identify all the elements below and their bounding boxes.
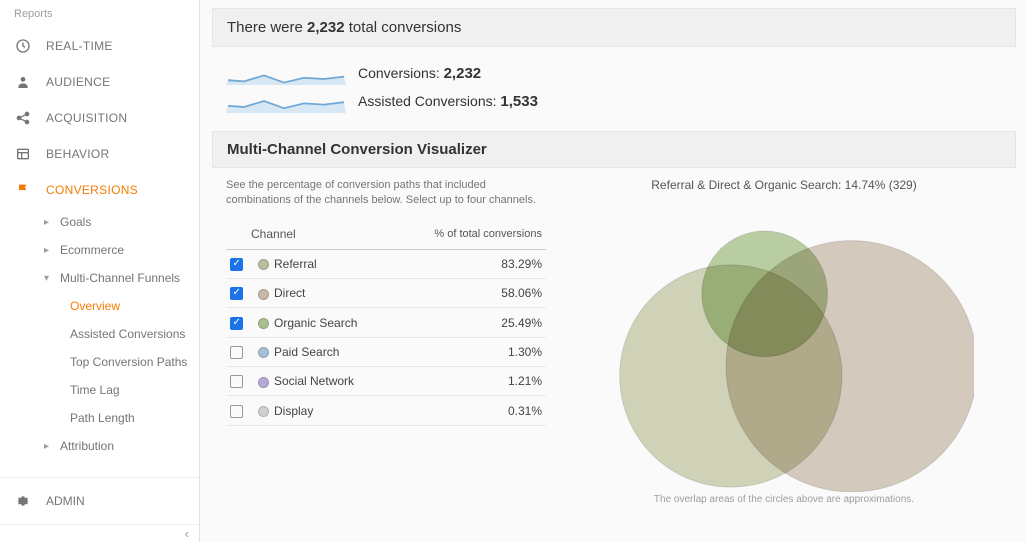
metric-assisted: Assisted Conversions: 1,533	[226, 89, 1002, 113]
venn-footnote: The overlap areas of the circles above a…	[566, 494, 1002, 505]
channel-pct: 83.29%	[396, 249, 546, 278]
visualizer-description: See the percentage of conversion paths t…	[226, 178, 546, 209]
gear-icon	[14, 492, 32, 510]
layout-icon	[14, 145, 32, 163]
mcf-path-length[interactable]: Path Length	[60, 404, 199, 432]
channel-swatch	[258, 318, 269, 329]
mcf-time-lag[interactable]: Time Lag	[60, 376, 199, 404]
channel-table: Channel % of total conversions Referral 8…	[226, 221, 546, 426]
mcf-assisted[interactable]: Assisted Conversions	[60, 320, 199, 348]
channel-pct: 1.21%	[396, 367, 546, 396]
headline-count: 2,232	[307, 19, 345, 36]
flag-icon	[14, 181, 32, 199]
sidebar-item-acquisition[interactable]: ACQUISITION	[0, 100, 199, 136]
sub-goals[interactable]: ▸ Goals	[26, 208, 199, 236]
channel-swatch	[258, 259, 269, 270]
headline-prefix: There were	[227, 19, 307, 36]
sidebar-collapse[interactable]: ‹	[0, 524, 199, 542]
channel-pct: 0.31%	[396, 396, 546, 425]
visualizer-body: See the percentage of conversion paths t…	[212, 168, 1016, 505]
sidebar-item-realtime[interactable]: REAL-TIME	[0, 28, 199, 64]
sidebar-admin[interactable]: ADMIN	[0, 477, 199, 524]
sub-item-label: Goals	[60, 215, 91, 229]
col-channel: Channel	[247, 221, 396, 250]
clock-icon	[14, 37, 32, 55]
sub-mcf[interactable]: ▾ Multi-Channel Funnels	[26, 264, 199, 292]
channel-name: Social Network	[274, 374, 354, 388]
channel-row: Display 0.31%	[226, 396, 546, 425]
admin-label: ADMIN	[46, 494, 85, 508]
channel-swatch	[258, 377, 269, 388]
chevron-right-icon: ▸	[44, 245, 54, 256]
metric-conversions: Conversions: 2,232	[226, 61, 1002, 85]
summary-header: There were 2,232 total conversions	[212, 8, 1016, 47]
channel-name: Paid Search	[274, 345, 339, 359]
channel-checkbox[interactable]	[230, 405, 243, 418]
sidebar-item-behavior[interactable]: BEHAVIOR	[0, 136, 199, 172]
summary-metrics: Conversions: 2,232 Assisted Conversions:…	[212, 47, 1016, 131]
sub-item-label: Ecommerce	[60, 243, 124, 257]
sidebar-item-audience[interactable]: AUDIENCE	[0, 64, 199, 100]
venn-circle[interactable]	[702, 231, 828, 357]
metric-label: Assisted Conversions: 1,533	[358, 93, 538, 110]
venn-diagram	[594, 202, 974, 492]
sparkline-conversions	[226, 61, 346, 85]
person-icon	[14, 73, 32, 91]
col-pct: % of total conversions	[396, 221, 546, 250]
sidebar-item-conversions[interactable]: CONVERSIONS	[0, 172, 199, 208]
sparkline-assisted	[226, 89, 346, 113]
mcf-overview[interactable]: Overview	[60, 292, 199, 320]
sub-item-label: Attribution	[60, 439, 114, 453]
mcf-subnav: Overview Assisted Conversions Top Conver…	[26, 292, 199, 432]
sidebar: Reports REAL-TIME AUDIENCE ACQUISITION B…	[0, 0, 200, 542]
channel-checkbox[interactable]	[230, 346, 243, 359]
channel-checkbox[interactable]	[230, 375, 243, 388]
chevron-left-icon: ‹	[185, 526, 189, 541]
channel-checkbox[interactable]	[230, 287, 243, 300]
sidebar-section-label: Reports	[0, 4, 199, 28]
sidebar-item-label: BEHAVIOR	[46, 147, 110, 161]
sidebar-item-label: REAL-TIME	[46, 39, 113, 53]
channel-name: Organic Search	[274, 316, 357, 330]
chevron-down-icon: ▾	[44, 273, 54, 284]
sub-attribution[interactable]: ▸ Attribution	[26, 432, 199, 460]
channel-name: Direct	[274, 286, 305, 300]
venn-label: Referral & Direct & Organic Search: 14.7…	[566, 178, 1002, 192]
channel-row: Paid Search 1.30%	[226, 337, 546, 366]
channel-name: Referral	[274, 257, 317, 271]
metric-label: Conversions: 2,232	[358, 65, 481, 82]
channel-pct: 25.49%	[396, 308, 546, 337]
channel-swatch	[258, 406, 269, 417]
channel-name: Display	[274, 404, 313, 418]
channel-row: Organic Search 25.49%	[226, 308, 546, 337]
channel-row: Direct 58.06%	[226, 279, 546, 308]
venn-panel: Referral & Direct & Organic Search: 14.7…	[566, 178, 1002, 505]
sub-ecommerce[interactable]: ▸ Ecommerce	[26, 236, 199, 264]
channel-checkbox[interactable]	[230, 317, 243, 330]
channel-panel: See the percentage of conversion paths t…	[226, 178, 546, 505]
channel-pct: 1.30%	[396, 337, 546, 366]
channel-swatch	[258, 347, 269, 358]
chevron-right-icon: ▸	[44, 441, 54, 452]
channel-row: Referral 83.29%	[226, 249, 546, 278]
sidebar-item-label: ACQUISITION	[46, 111, 127, 125]
share-icon	[14, 109, 32, 127]
main-content: There were 2,232 total conversions Conve…	[200, 0, 1026, 542]
channel-swatch	[258, 289, 269, 300]
mcf-top-paths[interactable]: Top Conversion Paths	[60, 348, 199, 376]
sub-item-label: Multi-Channel Funnels	[60, 271, 180, 285]
conversions-subnav: ▸ Goals ▸ Ecommerce ▾ Multi-Channel Funn…	[0, 208, 199, 460]
sidebar-item-label: CONVERSIONS	[46, 183, 138, 197]
channel-checkbox[interactable]	[230, 258, 243, 271]
chevron-right-icon: ▸	[44, 217, 54, 228]
channel-pct: 58.06%	[396, 279, 546, 308]
headline-suffix: total conversions	[345, 19, 462, 36]
sidebar-item-label: AUDIENCE	[46, 75, 110, 89]
channel-row: Social Network 1.21%	[226, 367, 546, 396]
visualizer-header: Multi-Channel Conversion Visualizer	[212, 131, 1016, 168]
